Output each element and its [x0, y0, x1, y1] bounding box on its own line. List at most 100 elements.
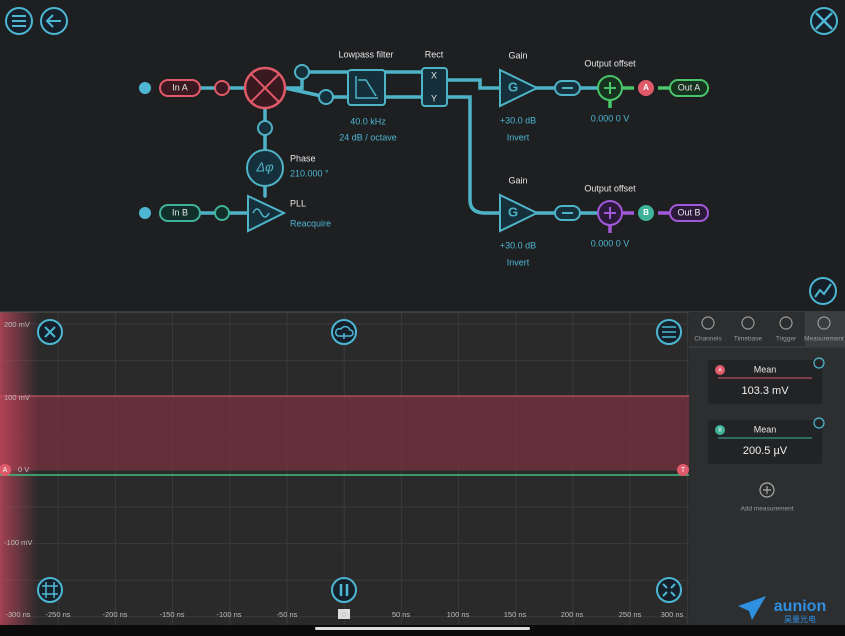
offset-title: Output offset: [584, 58, 636, 68]
tab-label[interactable]: Channels: [694, 336, 722, 343]
measurement-card: [708, 420, 822, 464]
x-axis-label: -250 ns: [45, 610, 70, 619]
channel-badge-label: A: [643, 83, 649, 92]
measurement-channel-badge: [715, 365, 725, 375]
remove-measurement[interactable]: [813, 417, 825, 429]
pll-label: PLL: [290, 198, 306, 208]
measurement-channel: B: [718, 427, 722, 433]
settings-button[interactable]: [656, 319, 682, 345]
y-axis-label: 0 V: [18, 465, 29, 474]
tab-icon[interactable]: [701, 316, 715, 330]
rect-x: X: [431, 70, 437, 80]
lowpass-block[interactable]: [347, 69, 386, 106]
gain-value[interactable]: +30.0 dB: [500, 115, 536, 125]
offset-value[interactable]: 0.000 0 V: [591, 238, 630, 248]
invert-toggle[interactable]: Invert: [507, 132, 530, 142]
channel-a-marker-label: A: [3, 467, 8, 474]
time-zero-marker: [338, 609, 350, 619]
back-button[interactable]: [40, 7, 68, 35]
cloud-button[interactable]: [331, 319, 357, 345]
scope-labels: 200 mV 100 mV 0 V -100 mV -300 ns -250 ns -200…: [0, 320, 689, 619]
phase-value[interactable]: 210.000 °: [290, 168, 329, 178]
gain-title: Gain: [508, 175, 527, 185]
grid-button[interactable]: [37, 577, 63, 603]
node: [318, 89, 334, 105]
output-label: Out B: [677, 207, 700, 217]
node: [214, 205, 230, 221]
output-port[interactable]: [669, 79, 709, 97]
y-axis-label: 200 mV: [4, 320, 30, 329]
shape: [814, 283, 832, 298]
tools-button[interactable]: [810, 7, 838, 35]
shape: [662, 583, 676, 597]
fullscreen-button[interactable]: [656, 577, 682, 603]
offset-title: Output offset: [584, 183, 636, 193]
x-axis-label: 250 ns: [619, 610, 642, 619]
tab-label[interactable]: Trigger: [776, 336, 797, 343]
tab-label[interactable]: Measurement: [804, 336, 844, 343]
gain-symbol: G: [508, 79, 518, 94]
trigger-marker-label: T: [681, 467, 686, 474]
x-axis-label: 200 ns: [561, 610, 584, 619]
input-a[interactable]: [159, 79, 201, 97]
channel-a-marker[interactable]: [0, 464, 11, 476]
phase-shifter[interactable]: [246, 149, 284, 187]
clear-button[interactable]: [37, 319, 63, 345]
tab-icon[interactable]: [817, 316, 831, 330]
measurement-value: 200.5 µV: [743, 445, 788, 457]
pll-block[interactable]: [247, 194, 287, 233]
tab-label[interactable]: Timebase: [734, 336, 763, 343]
bottom-bar: [0, 625, 845, 636]
gain-title: Gain: [508, 50, 527, 60]
trigger-marker[interactable]: [677, 464, 689, 476]
logo-name: aunion: [774, 598, 826, 615]
remove-measurement[interactable]: [813, 357, 825, 369]
input-a-label: In A: [172, 82, 188, 92]
measurement-type[interactable]: Mean: [754, 424, 777, 434]
signal-band: [0, 396, 689, 470]
invert-toggle[interactable]: Invert: [507, 257, 530, 267]
lowpass-frequency[interactable]: 40.0 kHz: [350, 116, 386, 126]
shape: [608, 86, 670, 108]
offset-value[interactable]: 0.000 0 V: [591, 113, 630, 123]
lowpass-title: Lowpass filter: [338, 49, 393, 59]
shape: [383, 70, 424, 99]
gain-value[interactable]: +30.0 dB: [500, 240, 536, 250]
measurement-value: 103.3 mV: [741, 385, 789, 397]
phase-label: Phase: [290, 153, 316, 163]
menu-button[interactable]: [5, 7, 33, 35]
plus-symbol: [604, 82, 616, 94]
shape: [44, 326, 56, 338]
x-axis-label: -150 ns: [159, 610, 184, 619]
shape: [334, 325, 354, 339]
shape: [331, 577, 357, 603]
tab-icon[interactable]: [779, 316, 793, 330]
shape: [445, 78, 502, 215]
info-icon[interactable]: [139, 82, 151, 94]
x-axis-label: -100 ns: [216, 610, 241, 619]
shape: [662, 326, 676, 338]
rect-block[interactable]: [421, 67, 448, 107]
node: [257, 120, 273, 136]
gain-block[interactable]: [499, 193, 540, 233]
input-b-label: In B: [172, 207, 188, 217]
x-axis-label: 0: [342, 610, 346, 619]
add-measurement-plus: [763, 486, 771, 494]
scope-toggle-button[interactable]: [809, 277, 837, 305]
mixer-symbol: [250, 73, 280, 103]
phase-symbol: Δφ: [255, 159, 274, 174]
pll-reacquire[interactable]: Reacquire: [290, 218, 331, 228]
lowpass-slope[interactable]: 24 dB / octave: [339, 132, 397, 142]
info-icon[interactable]: [139, 207, 151, 219]
output-port[interactable]: [669, 204, 709, 222]
gain-block[interactable]: [499, 68, 540, 108]
tab-icon[interactable]: [741, 316, 755, 330]
pause-button[interactable]: [331, 577, 357, 603]
input-b[interactable]: [159, 204, 201, 222]
shape: [608, 211, 670, 233]
add-measurement-icon[interactable]: [759, 482, 775, 498]
add-measurement[interactable]: Add measurement: [740, 506, 793, 513]
measurement-type[interactable]: Mean: [754, 364, 777, 374]
rect-y: Y: [431, 93, 437, 103]
gain-symbol: G: [508, 204, 518, 219]
